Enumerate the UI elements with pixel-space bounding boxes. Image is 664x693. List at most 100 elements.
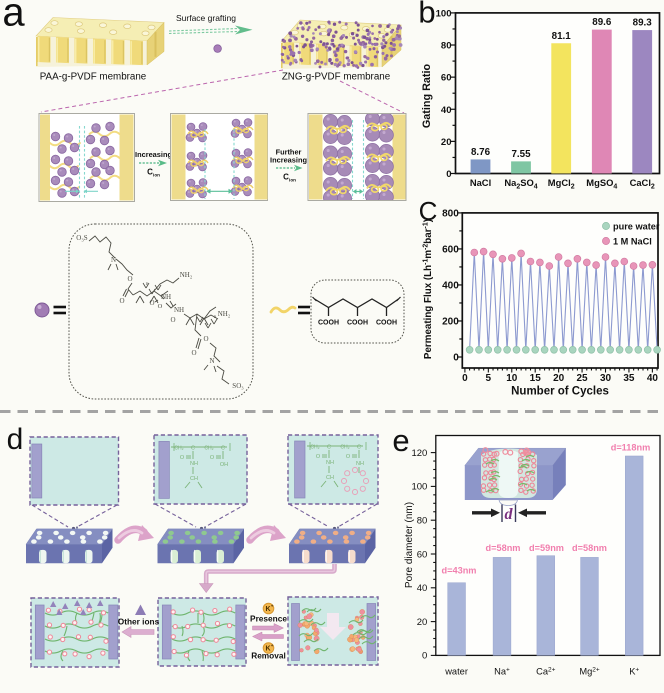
svg-text:O₃S: O₃S <box>76 234 87 242</box>
svg-text:Removal: Removal <box>251 651 286 661</box>
svg-text:CH₂: CH₂ <box>174 446 183 452</box>
svg-text:O: O <box>119 297 124 305</box>
svg-text:1 M NaCl: 1 M NaCl <box>613 236 652 246</box>
svg-text:35: 35 <box>623 373 635 384</box>
svg-text:COOH: COOH <box>376 320 397 327</box>
svg-text:MgSO4: MgSO4 <box>586 177 617 191</box>
svg-text:40: 40 <box>441 105 452 116</box>
svg-text:89.3: 89.3 <box>633 18 653 29</box>
svg-text:15: 15 <box>530 373 542 384</box>
svg-text:Na2SO4: Na2SO4 <box>504 177 537 191</box>
svg-text:Ca2+: Ca2+ <box>536 667 556 677</box>
svg-text:ion: ion <box>153 173 160 178</box>
svg-text:Mg2+: Mg2+ <box>579 667 600 677</box>
svg-text:80: 80 <box>441 41 452 52</box>
svg-text:Pore diameter (nm): Pore diameter (nm) <box>404 502 415 588</box>
svg-text:NH: NH <box>326 460 334 466</box>
svg-text:120: 120 <box>411 448 427 459</box>
svg-text:O: O <box>316 454 321 460</box>
svg-text:NH: NH <box>356 461 364 467</box>
svg-text:d=58nm: d=58nm <box>572 543 607 553</box>
svg-text:K: K <box>265 645 270 652</box>
svg-text:20: 20 <box>417 617 428 628</box>
svg-text:K+: K+ <box>629 667 639 677</box>
svg-text:C: C <box>327 445 331 451</box>
svg-text:CH: CH <box>190 476 198 482</box>
svg-text:10: 10 <box>506 373 518 384</box>
svg-text:5: 5 <box>486 373 492 384</box>
svg-text:CH: CH <box>326 475 334 481</box>
svg-text:100: 100 <box>411 482 427 493</box>
svg-text:89.6: 89.6 <box>592 17 612 28</box>
svg-text:d=118nm: d=118nm <box>611 443 651 453</box>
svg-text:COOH: COOH <box>347 320 368 327</box>
svg-text:40: 40 <box>417 583 428 594</box>
svg-text:Further: Further <box>276 148 302 157</box>
svg-text:0: 0 <box>462 373 468 384</box>
svg-text:CH₂: CH₂ <box>310 445 319 451</box>
svg-text:800: 800 <box>442 208 459 219</box>
svg-text:C: C <box>221 446 225 452</box>
svg-text:d=43nm: d=43nm <box>442 566 477 576</box>
svg-text:20: 20 <box>553 373 565 384</box>
svg-text:0: 0 <box>453 353 459 364</box>
svg-text:100: 100 <box>436 8 452 19</box>
svg-text:d: d <box>505 506 514 523</box>
svg-text:O: O <box>127 275 132 283</box>
svg-text:OH: OH <box>220 462 228 468</box>
svg-text:25: 25 <box>577 373 589 384</box>
svg-text:n: n <box>214 315 217 320</box>
svg-text:CH₂: CH₂ <box>204 446 213 452</box>
svg-text:NH: NH <box>190 461 198 467</box>
svg-text:Presence: Presence <box>250 614 287 624</box>
svg-text:Number of Cycles: Number of Cycles <box>511 386 609 398</box>
svg-text:+: + <box>271 643 274 648</box>
svg-text:NH: NH <box>161 293 171 301</box>
svg-text:NaCl: NaCl <box>470 177 491 188</box>
svg-text:7.55: 7.55 <box>511 149 531 160</box>
svg-text:C: C <box>191 446 195 452</box>
svg-text:Gating Ratio: Gating Ratio <box>421 64 433 129</box>
svg-text:Increasing: Increasing <box>135 150 172 159</box>
svg-text:O: O <box>346 454 351 460</box>
svg-text:b: b <box>418 0 435 30</box>
svg-text:8.76: 8.76 <box>471 147 491 158</box>
svg-text:80: 80 <box>417 516 428 527</box>
svg-text:ion: ion <box>289 178 296 183</box>
svg-text:C: C <box>419 196 438 226</box>
svg-text:60: 60 <box>417 549 428 560</box>
svg-text:60: 60 <box>441 73 452 84</box>
svg-text:O: O <box>149 299 154 307</box>
svg-text:400: 400 <box>442 280 459 291</box>
svg-text:COOH: COOH <box>318 320 339 327</box>
svg-text:CaCl2: CaCl2 <box>630 177 655 191</box>
svg-text:PAA-g-PVDF membrane: PAA-g-PVDF membrane <box>40 72 147 83</box>
svg-text:Na+: Na+ <box>494 667 510 677</box>
svg-text:0: 0 <box>422 651 427 662</box>
svg-text:0: 0 <box>446 169 451 180</box>
svg-text:81.1: 81.1 <box>552 31 572 42</box>
svg-text:C: C <box>283 173 289 182</box>
svg-text:C: C <box>357 445 361 451</box>
svg-text:O: O <box>191 349 196 357</box>
svg-text:water: water <box>444 667 468 677</box>
svg-text:MgCl2: MgCl2 <box>548 177 575 191</box>
svg-text:O: O <box>180 455 185 461</box>
svg-text:Other ions: Other ions <box>118 617 160 627</box>
svg-text:K: K <box>265 606 270 613</box>
svg-text:30: 30 <box>600 373 612 384</box>
svg-text:20: 20 <box>441 137 452 148</box>
svg-text:O: O <box>158 303 163 310</box>
svg-text:d=59nm: d=59nm <box>529 543 564 553</box>
svg-text:N: N <box>209 357 214 365</box>
svg-text:pure water: pure water <box>613 221 660 231</box>
svg-text:Permeating Flux (Lh-1m-2bar-1): Permeating Flux (Lh-1m-2bar-1) <box>423 219 435 359</box>
svg-text:Surface grafting: Surface grafting <box>176 13 236 23</box>
svg-text:200: 200 <box>442 316 459 327</box>
svg-text:NH: NH <box>174 306 184 314</box>
svg-text:N: N <box>111 256 116 264</box>
svg-text:SO₃: SO₃ <box>232 382 244 390</box>
svg-text:O: O <box>203 335 208 343</box>
svg-text:Increasing: Increasing <box>270 156 307 165</box>
svg-text:NH₂: NH₂ <box>180 271 193 279</box>
